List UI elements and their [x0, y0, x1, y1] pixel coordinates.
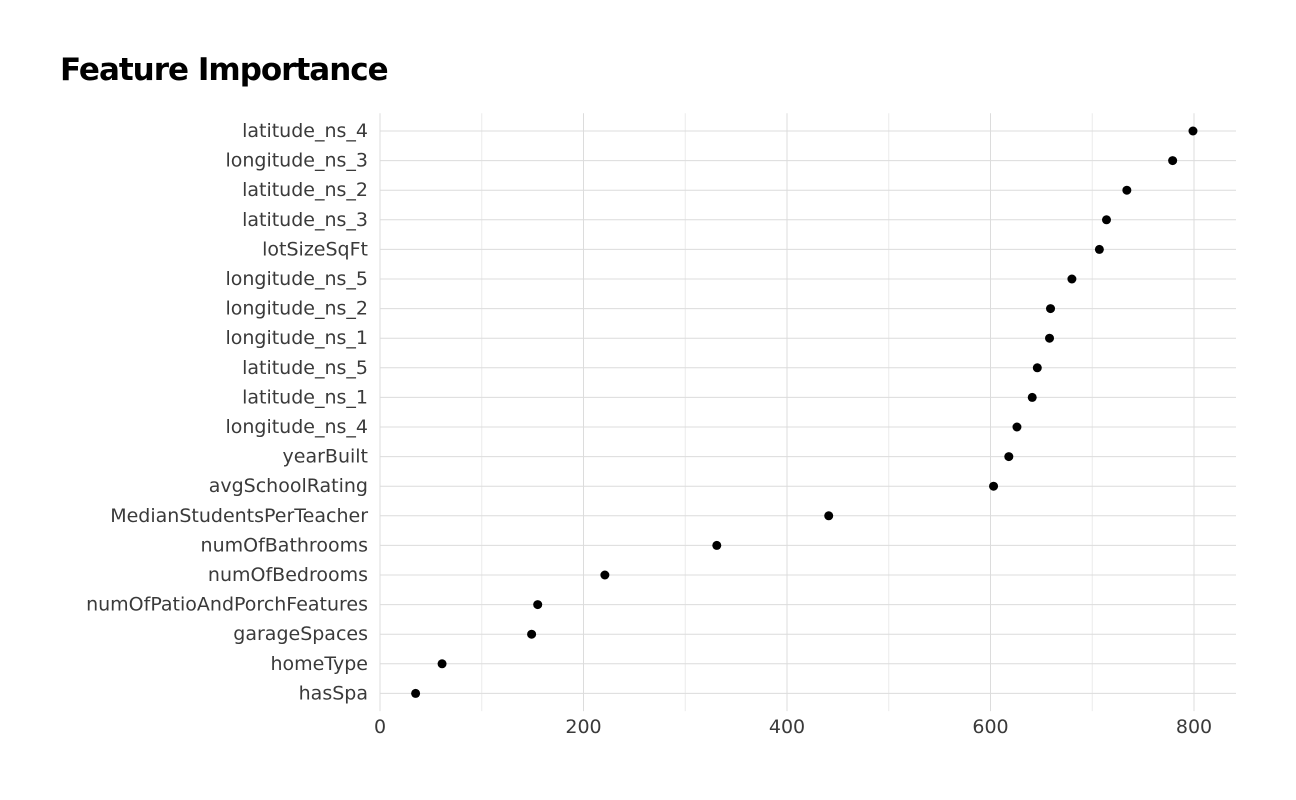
data-point	[712, 540, 722, 550]
data-point	[1046, 304, 1056, 314]
data-point	[1004, 452, 1014, 462]
x-tick-label: 600	[972, 716, 1008, 738]
data-point	[1188, 126, 1198, 136]
y-tick-label: longitude_ns_1	[225, 327, 368, 349]
data-point	[1168, 156, 1178, 166]
data-point	[600, 570, 610, 580]
y-tick-label: longitude_ns_2	[225, 298, 368, 320]
chart-title: Feature Importance	[60, 52, 389, 88]
data-point	[533, 600, 543, 610]
data-point	[989, 481, 999, 491]
data-point	[1067, 274, 1077, 284]
y-tick-label: longitude_ns_3	[225, 150, 368, 172]
y-tick-label: numOfPatioAndPorchFeatures	[86, 594, 368, 616]
y-tick-label: latitude_ns_4	[242, 120, 368, 142]
y-tick-label: latitude_ns_1	[242, 386, 368, 408]
y-tick-label: yearBuilt	[283, 446, 368, 468]
data-points	[411, 126, 1198, 698]
x-tick-label: 200	[565, 716, 601, 738]
x-axis-tick-labels: 0 200 400 600 800	[374, 716, 1212, 738]
grid-layer	[379, 113, 1236, 712]
data-point	[1101, 215, 1111, 225]
data-point	[1045, 333, 1055, 343]
y-tick-label: garageSpaces	[233, 623, 368, 645]
y-tick-label: homeType	[270, 653, 368, 675]
data-point	[1122, 185, 1132, 195]
data-point	[824, 511, 834, 521]
x-tick-label: 0	[374, 716, 386, 738]
y-tick-label: latitude_ns_5	[242, 357, 368, 379]
y-tick-label: numOfBathrooms	[201, 534, 368, 556]
data-point	[411, 688, 421, 698]
x-tick-label: 800	[1176, 716, 1212, 738]
y-tick-label: latitude_ns_2	[242, 179, 368, 201]
data-point	[527, 629, 537, 639]
y-tick-label: latitude_ns_3	[242, 209, 368, 231]
data-point	[437, 659, 447, 669]
y-tick-label: avgSchoolRating	[209, 475, 368, 497]
y-tick-label: longitude_ns_4	[225, 416, 368, 438]
y-tick-label: longitude_ns_5	[225, 268, 368, 290]
y-tick-label: numOfBedrooms	[208, 564, 368, 586]
data-point	[1032, 363, 1042, 373]
y-tick-label: MedianStudentsPerTeacher	[110, 505, 368, 527]
y-tick-label: hasSpa	[299, 682, 368, 704]
x-tick-label: 400	[769, 716, 805, 738]
y-tick-label: lotSizeSqFt	[262, 238, 368, 260]
data-point	[1094, 244, 1104, 254]
data-point	[1012, 422, 1022, 432]
data-point	[1027, 392, 1037, 402]
y-axis-labels: latitude_ns_4 longitude_ns_3 latitude_ns_2…	[86, 120, 368, 704]
